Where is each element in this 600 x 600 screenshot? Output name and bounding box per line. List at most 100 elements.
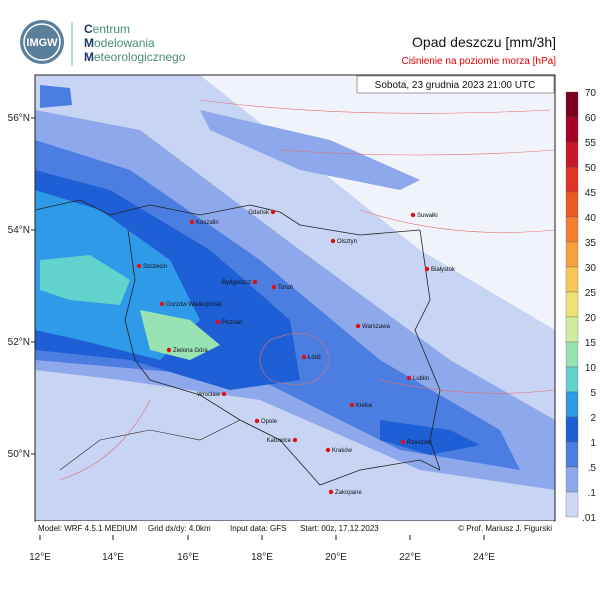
city-label: Warszawa: [362, 324, 390, 330]
city-dot: [330, 238, 336, 244]
time-box: [356, 75, 555, 94]
footer-grid: Grid dx/dy: 4.0km: [148, 524, 211, 533]
city-dot: [189, 219, 195, 225]
lon-label: 22°E: [399, 552, 421, 563]
map-area: Gdańsk Koszalin Suwałki Olsztyn Szczecin Biał…: [35, 75, 555, 521]
colorbar-swatch: [565, 441, 579, 468]
lat-label: 56°N: [8, 113, 30, 124]
city-dot: [271, 284, 277, 290]
lon-label: 16°E: [177, 552, 199, 563]
city-label: Kielce: [356, 403, 373, 409]
lon-label: 12°E: [29, 552, 51, 563]
city-label: Gorzów Wielkopolski: [166, 302, 222, 308]
city-label: Katowice: [267, 438, 292, 444]
colorbar-swatch: [565, 191, 579, 218]
city-dot: [400, 439, 406, 445]
lon-label: 20°E: [325, 552, 347, 563]
city-dot: [166, 347, 172, 353]
lon-label: 14°E: [102, 552, 124, 563]
city-dot: [292, 437, 298, 443]
colorbar-swatch: [565, 166, 579, 193]
org-name: Centrum: [84, 22, 131, 36]
city-dot: [349, 402, 355, 408]
lon-label: 18°E: [251, 552, 273, 563]
footer-input: Input data: GFS: [230, 524, 286, 533]
footer-credit: © Prof. Mariusz J. Figurski: [458, 524, 552, 533]
city-dot: [328, 489, 334, 495]
city-label: Wrocław: [197, 392, 221, 398]
city-label: Poznań: [222, 320, 242, 326]
colorbar-swatch: [565, 366, 579, 393]
city-dot: [355, 323, 361, 329]
lat-label: 50°N: [8, 449, 30, 460]
logo-ring: [23, 23, 61, 61]
city-label: Gdańsk: [248, 210, 270, 216]
colorbar-label: 1: [590, 438, 596, 449]
colorbar-swatch: [565, 316, 579, 343]
lon-label: 24°E: [473, 552, 495, 563]
colorbar-label: .1: [588, 488, 597, 499]
colorbar-swatch: [565, 266, 579, 293]
colorbar-label: 25: [585, 288, 597, 299]
colorbar-label: 50: [585, 163, 597, 174]
logo-circle: [20, 20, 64, 64]
colorbar-label: 5: [590, 388, 596, 399]
colorbar-swatch: [565, 466, 579, 493]
title: Opad deszczu [mm/3h]: [412, 34, 556, 50]
colorbar-label: 2: [590, 413, 596, 424]
colorbar-label: .01: [582, 513, 596, 524]
colorbar-label: 45: [585, 188, 597, 199]
colorbar-label: 70: [585, 88, 597, 99]
colorbar: 70 60 55 50 45 40 35 30 25 20 15 10 5 2 1 .5 .1 .01: [565, 88, 597, 524]
colorbar-swatch: [565, 241, 579, 268]
colorbar-label: 55: [585, 138, 597, 149]
colorbar-swatch: [565, 416, 579, 443]
city-label: Opole: [261, 419, 278, 425]
city-label: Rzeszów: [407, 440, 432, 446]
colorbar-label: 60: [585, 113, 597, 124]
lat-label: 54°N: [8, 225, 30, 236]
city-dot: [215, 319, 221, 325]
colorbar-label: 15: [585, 338, 597, 349]
valid-time: Sobota, 23 grudnia 2023 21:00 UTC: [375, 80, 536, 91]
colorbar-swatch: [565, 291, 579, 318]
city-label: Koszalin: [196, 220, 219, 226]
city-label: Olsztyn: [337, 239, 357, 245]
cities: Gdańsk Koszalin Suwałki Olsztyn Szczecin Biał…: [136, 209, 456, 496]
colorbar-label: 20: [585, 313, 597, 324]
city-dot: [406, 375, 412, 381]
colorbar-swatch: [565, 391, 579, 418]
colorbar-swatch: [565, 141, 579, 168]
city-label: Toruń: [278, 285, 293, 291]
colorbar-label: 40: [585, 213, 597, 224]
colorbar-swatch: [565, 91, 579, 118]
org-name: Meteorologicznego: [84, 50, 186, 64]
city-label: Bydgoszcz: [222, 280, 251, 286]
city-dot: [325, 447, 331, 453]
city-dot: [270, 209, 276, 215]
city-label: Suwałki: [417, 213, 438, 219]
colorbar-swatch: [565, 116, 579, 143]
colorbar-label: 10: [585, 363, 597, 374]
city-label: Lublin: [413, 376, 429, 382]
lat-label: 52°N: [8, 337, 30, 348]
colorbar-swatch: [565, 216, 579, 243]
subtitle: Ciśnienie na poziomie morza [hPa]: [401, 56, 556, 67]
city-label: Łódź: [308, 355, 321, 361]
city-label: Kraków: [332, 448, 353, 454]
city-label: Szczecin: [143, 264, 167, 270]
city-dot: [136, 263, 142, 269]
city-label: Zakopane: [335, 490, 362, 496]
logo-text: IMGW: [26, 37, 58, 49]
footer-start: Start: 00z, 17.12.2023: [300, 524, 379, 533]
colorbar-label: 30: [585, 263, 597, 274]
city-dot: [252, 279, 258, 285]
axes: 56°N 54°N 52°N 50°N 12°E 14°E 16°E 18°E 20°E 22°E…: [8, 113, 496, 563]
city-dot: [159, 301, 165, 307]
city-label: Zielona Góra: [173, 348, 208, 354]
colorbar-swatch: [565, 491, 579, 518]
footer-model: Model: WRF 4.5.1 MEDIUM: [38, 524, 137, 533]
org-name: Modelowania: [84, 36, 155, 50]
